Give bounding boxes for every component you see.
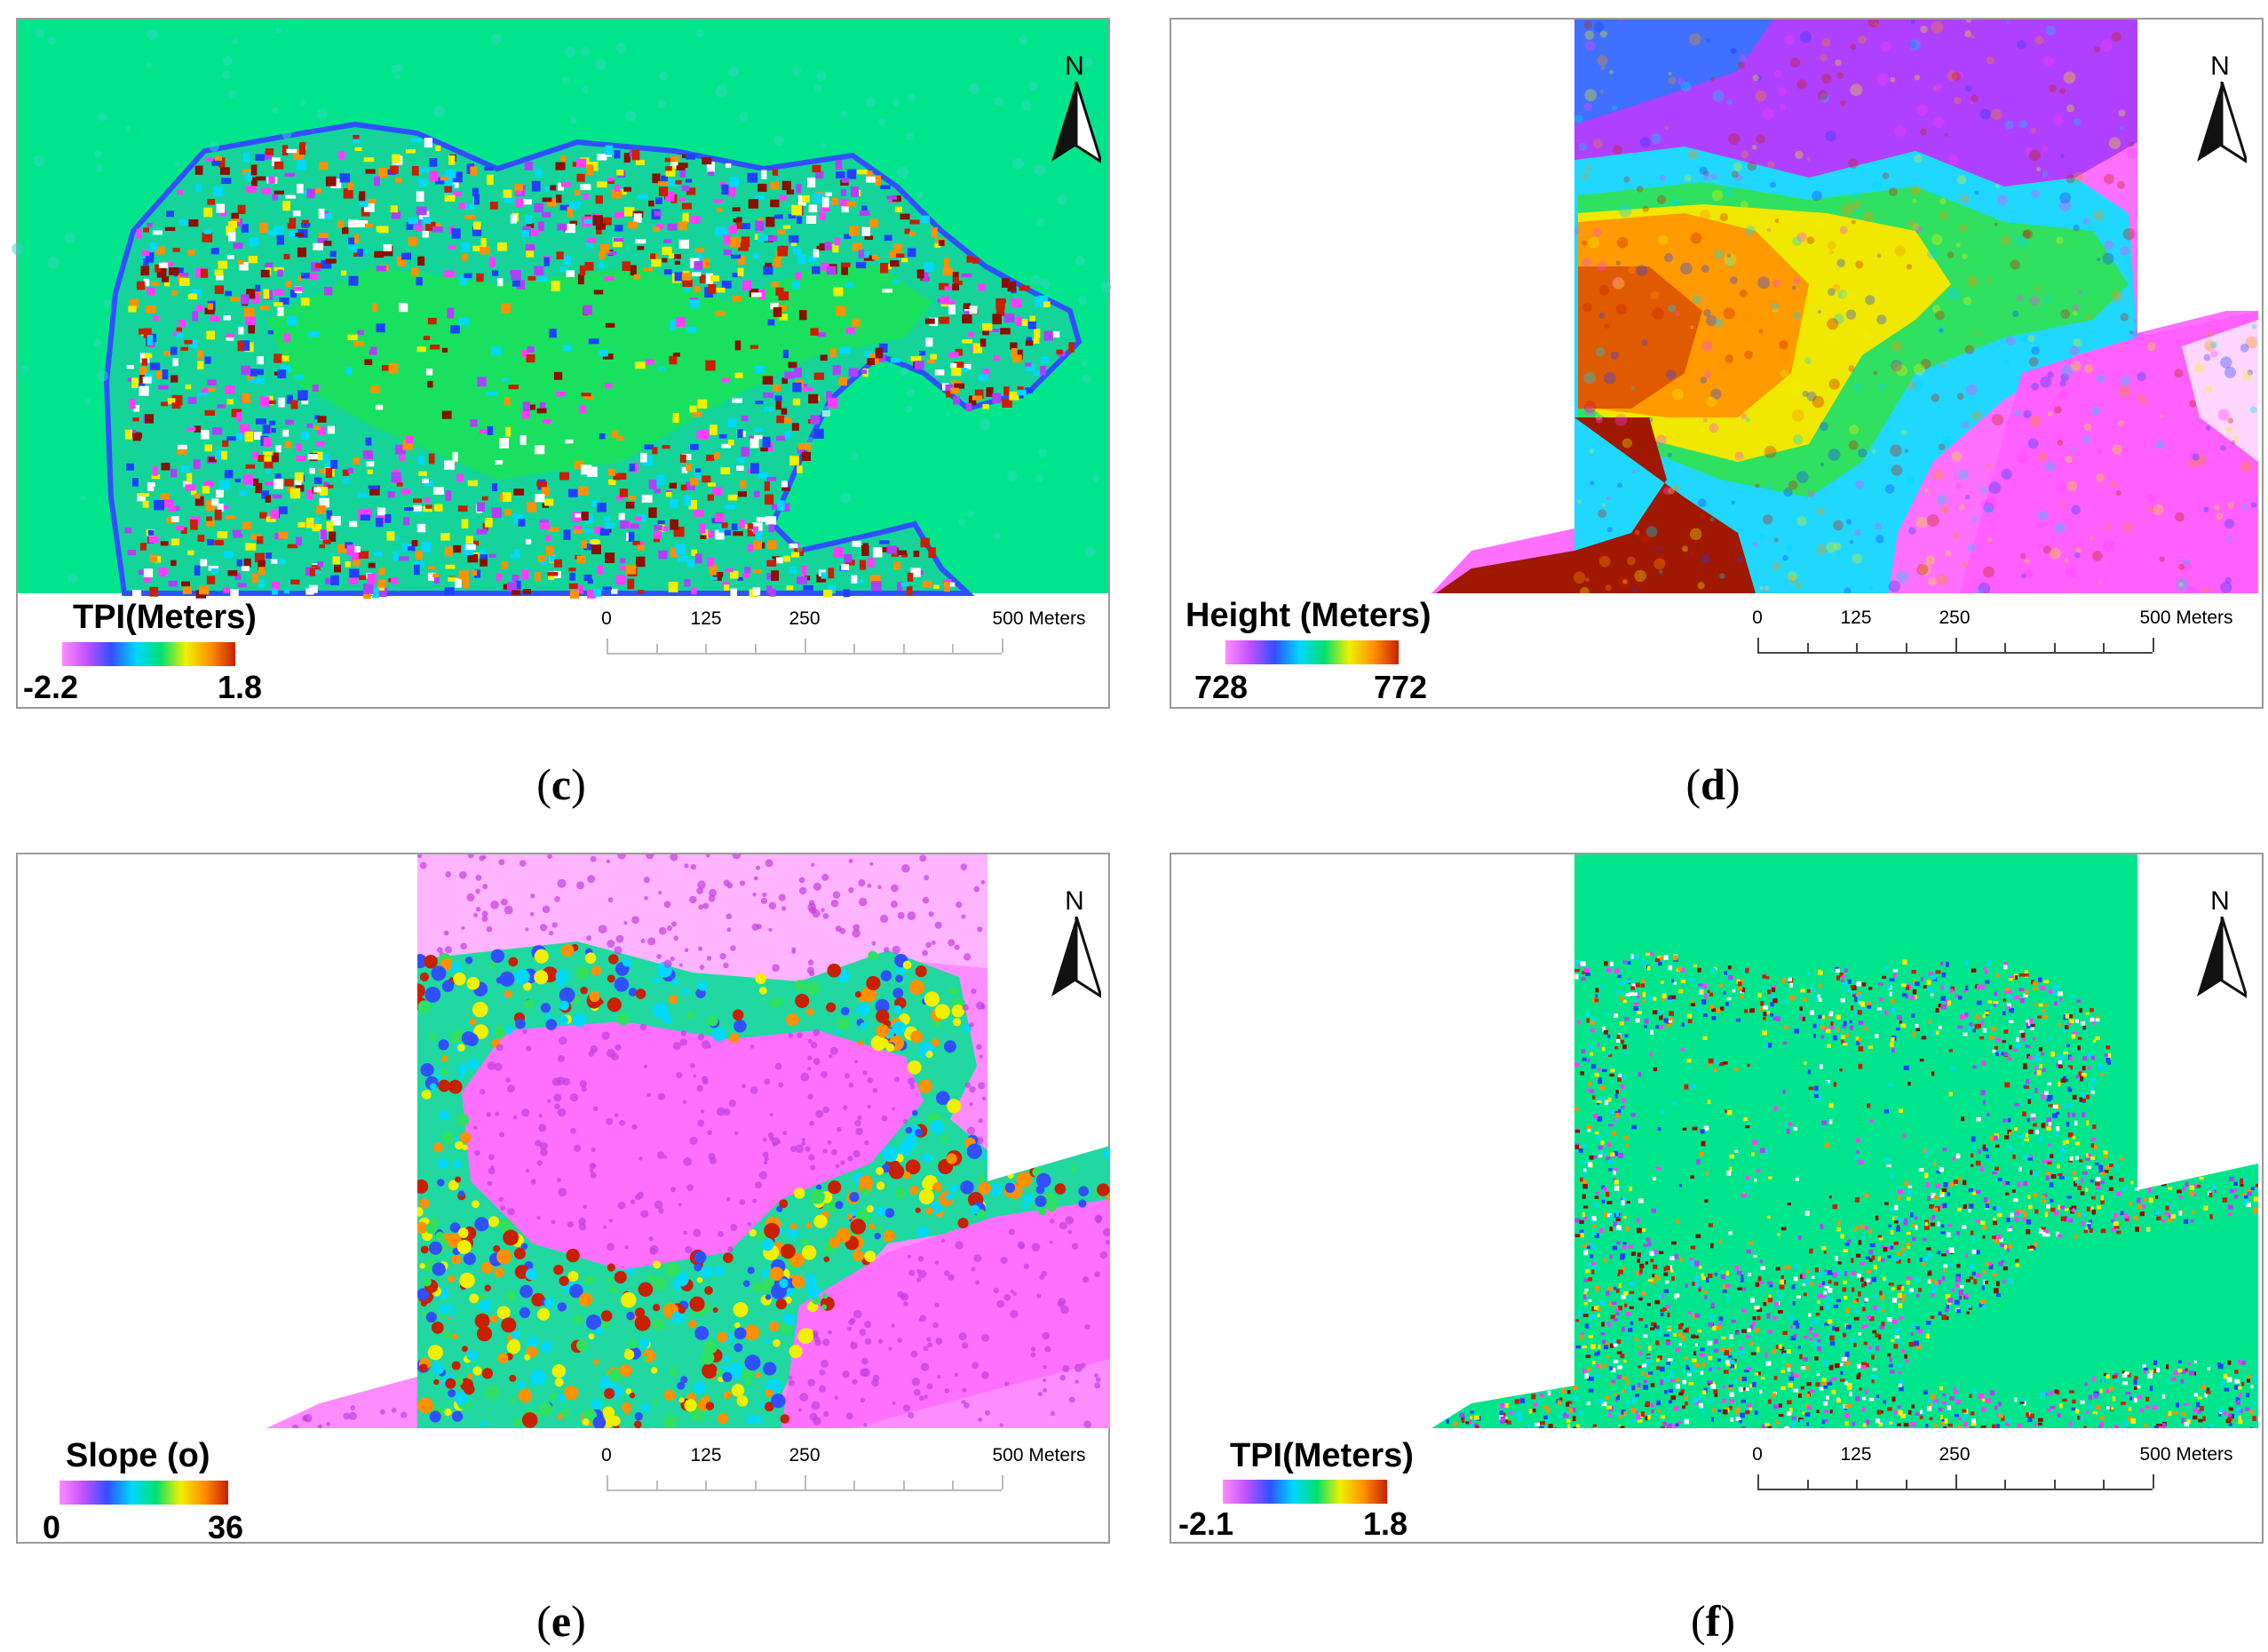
scale-label-500: 500 Meters	[2139, 608, 2233, 628]
slope-raster-map	[266, 854, 1110, 1428]
legend-title: Slope (o)	[66, 1437, 210, 1474]
scale-label-125: 125	[1840, 1444, 1872, 1465]
scale-tick	[952, 644, 955, 653]
scale-label-250: 250	[789, 1445, 821, 1465]
legend-title: TPI(Meters)	[1230, 1437, 1414, 1474]
scale-tick	[1955, 1474, 1957, 1489]
scale-tick	[1002, 1475, 1003, 1489]
legend-color-ramp	[62, 642, 235, 666]
scale-tick	[1856, 1480, 1859, 1489]
legend-title: TPI(Meters)	[73, 599, 257, 636]
scale-tick	[853, 644, 856, 653]
scale-label-250: 250	[1939, 1444, 1971, 1465]
scale-label-500: 500 Meters	[992, 1445, 1086, 1465]
scale-tick	[705, 644, 708, 653]
scale-line	[1757, 652, 2153, 654]
scale-tick	[607, 1475, 608, 1489]
north-label: N	[1065, 886, 1084, 916]
map-panel-c: N TPI(Meters) -2.2 1.8 0 125 250 500 Met…	[0, 0, 1134, 826]
panel-caption: (c)	[536, 759, 586, 809]
scale-label-0: 0	[601, 1445, 612, 1465]
height-raster-map	[1431, 20, 2258, 593]
scale-label-500: 500 Meters	[992, 608, 1086, 629]
legend-max-value: 1.8	[1363, 1505, 1408, 1542]
scale-tick	[1856, 643, 1859, 652]
legend-color-ramp	[1225, 640, 1399, 664]
north-label: N	[2210, 886, 2230, 916]
scale-tick	[754, 644, 757, 653]
scale-tick	[655, 1481, 658, 1489]
north-label: N	[2210, 52, 2230, 81]
north-arrow-icon	[2197, 82, 2247, 163]
legend-max-value: 772	[1374, 669, 1428, 705]
scale-label-250: 250	[789, 608, 821, 629]
scale-line	[607, 653, 1002, 655]
scale-tick	[2004, 643, 2007, 652]
scale-tick	[754, 1481, 757, 1489]
scale-tick	[1002, 639, 1003, 653]
scale-label-125: 125	[690, 1445, 722, 1465]
scale-label-0: 0	[1752, 1444, 1763, 1465]
scale-tick	[1955, 638, 1957, 652]
scale-line	[1757, 1489, 2153, 1490]
scale-label-250: 250	[1939, 608, 1971, 628]
scale-tick	[1806, 643, 1809, 652]
panel-caption: (f)	[1691, 1596, 1735, 1646]
scale-label-125: 125	[690, 608, 722, 629]
scale-tick	[804, 1475, 806, 1489]
tpi-raster-map	[1431, 854, 2258, 1428]
north-arrow-icon	[2197, 917, 2247, 998]
scale-tick	[2053, 643, 2056, 652]
north-label: N	[1065, 52, 1084, 81]
legend-min-value: 0	[43, 1509, 61, 1545]
tpi-raster-map	[12, 20, 1112, 600]
scale-tick	[2103, 1480, 2105, 1489]
scale-tick	[1757, 638, 1759, 652]
scale-label-0: 0	[601, 608, 612, 629]
scale-line	[607, 1489, 1002, 1491]
scale-tick	[853, 1481, 856, 1489]
scale-tick	[655, 644, 658, 653]
scale-tick	[1757, 1474, 1759, 1489]
scale-label-0: 0	[1752, 608, 1763, 628]
legend-max-value: 36	[208, 1509, 244, 1545]
legend-min-value: -2.1	[1178, 1505, 1234, 1542]
scale-label-125: 125	[1840, 608, 1872, 628]
map-panel-f: N TPI(Meters) -2.1 1.8 0 125 250 500 Met…	[1134, 826, 2268, 1652]
scale-tick	[804, 639, 806, 653]
map-panel-e: N Slope (o) 0 36 0 125 250 500 Meters (e…	[0, 826, 1134, 1652]
panel-caption: (d)	[1685, 759, 1741, 809]
north-arrow-icon	[1051, 917, 1101, 998]
scale-tick	[2153, 638, 2154, 652]
scale-tick	[952, 1481, 955, 1489]
scale-tick	[2053, 1480, 2056, 1489]
scale-tick	[902, 1481, 905, 1489]
scale-tick	[607, 639, 608, 653]
legend-max-value: 1.8	[218, 669, 263, 705]
legend-color-ramp	[1223, 1480, 1387, 1504]
scale-tick	[1905, 643, 1907, 652]
legend-color-ramp	[59, 1481, 228, 1505]
north-arrow-icon	[1051, 82, 1101, 163]
scale-tick	[2103, 643, 2105, 652]
legend-min-value: 728	[1194, 669, 1249, 705]
scale-tick	[2153, 1474, 2154, 1489]
scale-tick	[902, 644, 905, 653]
map-panel-d: N Height (Meters) 728 772 0 125 250 500 …	[1134, 0, 2268, 826]
scale-tick	[2004, 1480, 2007, 1489]
legend-title: Height (Meters)	[1186, 597, 1431, 634]
scale-tick	[1905, 1480, 1907, 1489]
scale-label-500: 500 Meters	[2139, 1444, 2233, 1465]
scale-tick	[705, 1481, 708, 1489]
panel-caption: (e)	[536, 1596, 586, 1646]
scale-tick	[1806, 1480, 1809, 1489]
legend-min-value: -2.2	[23, 669, 79, 705]
